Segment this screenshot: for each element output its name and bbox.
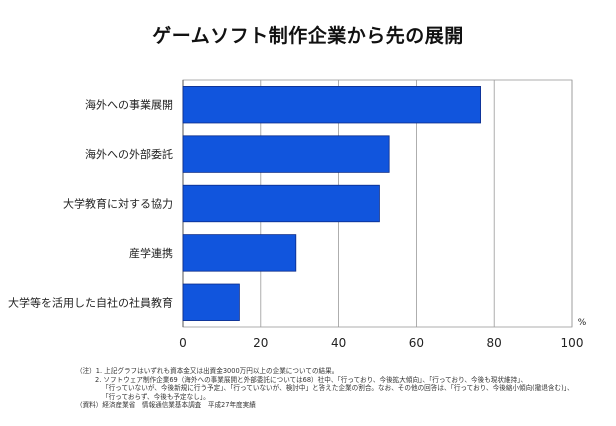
x-tick-label: 80 (487, 336, 502, 350)
x-tick-label: 60 (409, 336, 424, 350)
category-label: 大学教育に対する協力 (63, 197, 173, 211)
x-tick-label: 0 (179, 336, 187, 350)
bar (182, 184, 380, 223)
footnote-1: （注）1. 上記グラフはいずれも資本金又は出資金3000万円以上の企業についての… (76, 367, 339, 375)
x-tick-label: 20 (253, 336, 268, 350)
x-tick-label: 100 (561, 336, 584, 350)
bar (182, 135, 390, 173)
category-label: 海外への事業展開 (85, 98, 173, 112)
footnote-3: 「行っていないが、今後新規に行う予定」、「行っていないが、検討中」と答えた企業の… (102, 384, 574, 392)
bar (182, 234, 297, 272)
unit-label: % (578, 318, 587, 328)
bar (182, 283, 240, 321)
footnote-4: 「行っておらず、今後も予定なし」。 (102, 392, 210, 401)
category-label: 海外への外部委託 (85, 147, 173, 161)
bar-chart: 0 20 40 60 80 100% 海外への事業展開海外への外部委託大学教育に対する協力産… (8, 79, 587, 350)
category-label: 大学等を活用した自社の社員教育 (8, 295, 173, 309)
x-tick-label: 40 (331, 336, 346, 350)
chart-title: ゲームソフト制作企業から先の展開 (152, 25, 464, 47)
footnotes: （注）1. 上記グラフはいずれも資本金又は出資金3000万円以上の企業についての… (76, 367, 596, 410)
category-label: 産学連携 (129, 246, 173, 260)
footnote-source: （資料）経済産業省 情報通信業基本調査 平成27年度実績 (76, 401, 256, 409)
bar (182, 86, 481, 124)
footnote-2: 2. ソフトウェア制作企業69（海外への事業展開と外部委託については68）社中、… (95, 375, 528, 384)
